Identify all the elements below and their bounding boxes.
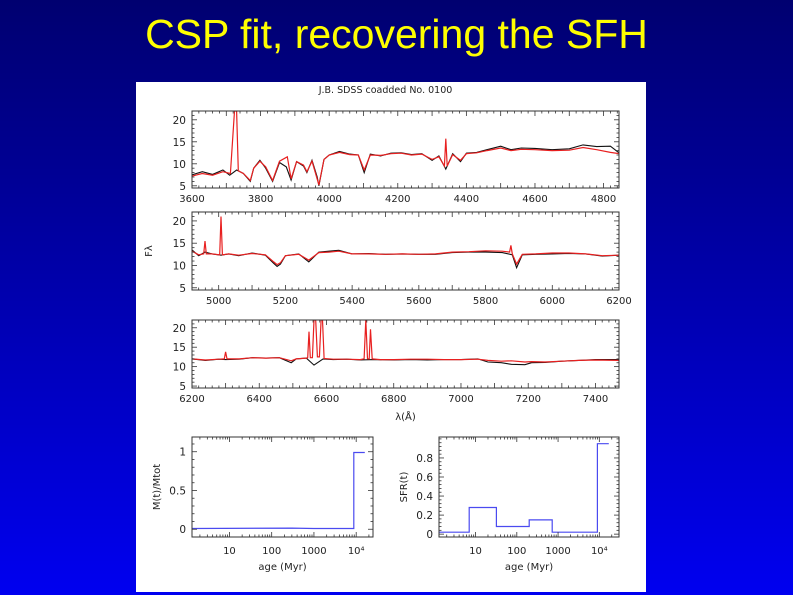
x-tick-label: 1000 xyxy=(301,546,326,557)
series-star-formation-rate xyxy=(439,443,609,533)
x-tick-label: 100 xyxy=(262,546,281,557)
y-tick-label: 5 xyxy=(179,283,186,295)
x-tick-label: 4600 xyxy=(522,194,547,205)
x-tick-label: 6200 xyxy=(179,394,204,405)
x-tick-label: 4800 xyxy=(591,194,616,205)
y-tick-label: 0.6 xyxy=(416,472,433,484)
x-tick-label: 10⁴ xyxy=(591,546,608,557)
x-tick-label: 10 xyxy=(469,546,482,557)
y-tick-label: 10 xyxy=(173,260,186,272)
x-axis-label: age (Myr) xyxy=(505,562,553,573)
y-tick-label: 20 xyxy=(173,216,186,228)
x-tick-label: 1000 xyxy=(545,546,570,557)
y-tick-label: 0 xyxy=(179,524,186,536)
x-tick-label: 7000 xyxy=(448,394,473,405)
x-tick-label: 3800 xyxy=(248,194,273,205)
y-axis-label: Fλ xyxy=(144,245,155,257)
series-model xyxy=(192,216,619,266)
chart-title: J.B. SDSS coadded No. 0100 xyxy=(318,85,453,96)
y-tick-label: 20 xyxy=(173,323,186,335)
y-tick-label: 10 xyxy=(173,159,186,171)
x-tick-label: 5800 xyxy=(473,296,498,307)
y-axis-label: SFR(t) xyxy=(399,472,410,503)
x-tick-label: 100 xyxy=(507,546,526,557)
y-tick-label: 0.2 xyxy=(416,510,433,522)
x-tick-label: 4000 xyxy=(316,194,341,205)
x-tick-label: 6400 xyxy=(247,394,272,405)
x-tick-label: 3600 xyxy=(179,194,204,205)
chart-panel-5: 10 100 1000 10⁴ 0 0.2 0.4 0.6 0.8 age (Myr) SFR(t) xyxy=(399,436,620,573)
y-tick-label: 15 xyxy=(173,137,186,149)
chart-panel-2: 5000 5200 5400 5600 5800 6000 6200 5 10 15 20 Fλ xyxy=(144,211,632,307)
figure-panel: 3600 3800 4000 4200 4400 4600 4800 5 10 15 20 J.B. … xyxy=(136,82,646,592)
x-tick-label: 6200 xyxy=(606,296,631,307)
x-tick-label: 5600 xyxy=(406,296,431,307)
x-tick-label: 6000 xyxy=(540,296,565,307)
plot-frame xyxy=(191,319,620,389)
y-tick-label: 0.5 xyxy=(169,485,186,497)
slide-title: CSP fit, recovering the SFH xyxy=(145,11,648,57)
y-tick-label: 0 xyxy=(426,529,433,541)
y-tick-label: 0.4 xyxy=(416,491,433,503)
x-tick-label: 5000 xyxy=(206,296,231,307)
x-tick-label: 10⁴ xyxy=(348,546,365,557)
spectral-fit-figure: 3600 3800 4000 4200 4400 4600 48005101520J.B. … xyxy=(144,85,632,573)
plot-frame xyxy=(191,110,620,189)
y-tick-label: 10 xyxy=(173,362,186,374)
y-tick-label: 1 xyxy=(179,447,186,459)
y-tick-label: 20 xyxy=(173,115,186,127)
plot-frame xyxy=(191,211,620,291)
y-tick-label: 15 xyxy=(173,342,186,354)
x-tick-label: 7200 xyxy=(515,394,540,405)
y-axis-label: M(t)/Mtot xyxy=(152,464,163,510)
chart-panel-1: 3600 3800 4000 4200 4400 4600 4800 5 10 15 20 J.B. … xyxy=(173,85,620,205)
series-model xyxy=(192,111,619,186)
x-axis-label: λ(Å) xyxy=(395,410,416,423)
y-tick-label: 15 xyxy=(173,238,186,250)
series-cumulative-mass-fraction xyxy=(192,451,365,530)
y-tick-label: 0.8 xyxy=(416,453,433,465)
chart-panel-3: 6200 6400 6600 6800 7000 7200 7400 5 10 15 20 λ(Å) xyxy=(173,319,620,423)
chart-panel-4: 10 100 1000 10⁴ 0 0.5 1 age (Myr) M(t)/Mtot xyxy=(152,436,374,573)
y-tick-label: 5 xyxy=(179,381,186,393)
x-tick-label: 4400 xyxy=(454,194,479,205)
x-tick-label: 4200 xyxy=(385,194,410,205)
x-tick-label: 7400 xyxy=(583,394,608,405)
x-tick-label: 5200 xyxy=(273,296,298,307)
x-tick-label: 10 xyxy=(223,546,236,557)
x-tick-label: 6600 xyxy=(314,394,339,405)
series-model xyxy=(192,320,619,363)
x-tick-label: 5400 xyxy=(339,296,364,307)
x-axis-label: age (Myr) xyxy=(258,562,306,573)
y-tick-label: 5 xyxy=(179,181,186,193)
x-tick-label: 6800 xyxy=(381,394,406,405)
plot-frame xyxy=(191,436,374,538)
